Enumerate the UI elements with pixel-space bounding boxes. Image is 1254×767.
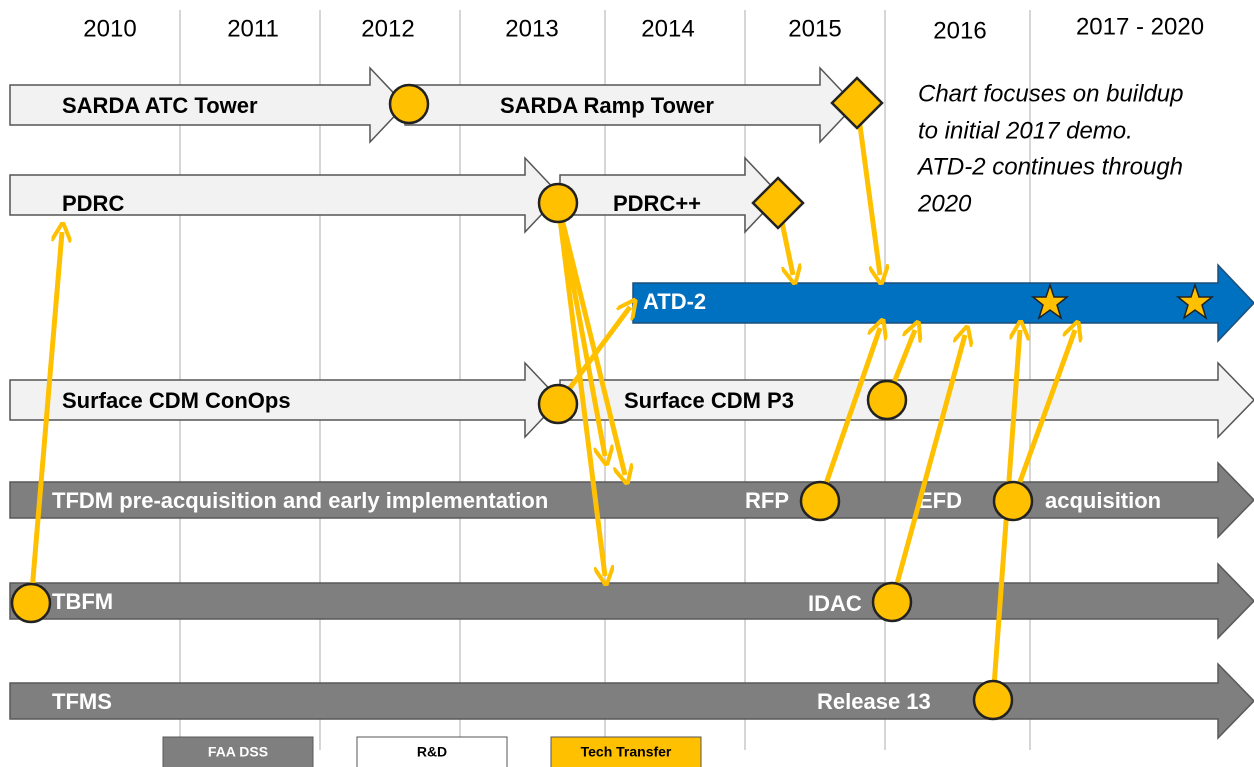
year: 2016 bbox=[933, 17, 986, 44]
note-line: Chart focuses on buildup bbox=[918, 80, 1184, 107]
track-label: SARDA ATC Tower bbox=[62, 93, 258, 118]
milestone bbox=[799, 480, 841, 522]
track-label: acquisition bbox=[1045, 488, 1161, 513]
arrow bbox=[632, 263, 1254, 343]
milestone bbox=[992, 480, 1034, 522]
track-label: Surface CDM P3 bbox=[624, 388, 794, 413]
track-label: IDAC bbox=[808, 591, 862, 616]
legend-label: Tech Transfer bbox=[581, 744, 672, 760]
milestone bbox=[537, 383, 579, 425]
year: 2017 - 2020 bbox=[1076, 13, 1204, 40]
legend: FAA DSS R&D Tech Transfer bbox=[162, 736, 702, 767]
year: 2011 bbox=[227, 15, 279, 42]
milestone bbox=[866, 379, 908, 421]
milestone bbox=[388, 83, 430, 125]
arrow bbox=[9, 662, 1254, 740]
arrow bbox=[9, 461, 1254, 539]
year: 2010 bbox=[83, 15, 136, 42]
year: 2012 bbox=[361, 15, 414, 42]
year: 2014 bbox=[641, 15, 694, 42]
track-label: TFDM pre-acquisition and early implement… bbox=[52, 488, 548, 513]
track-label: ATD-2 bbox=[643, 289, 706, 314]
milestones bbox=[10, 76, 1215, 721]
track-label: SARDA Ramp Tower bbox=[500, 93, 714, 118]
year: 2015 bbox=[788, 15, 841, 42]
track-label: RFP bbox=[745, 488, 789, 513]
year: 2013 bbox=[505, 15, 558, 42]
milestone bbox=[972, 679, 1014, 721]
tracks bbox=[9, 66, 1254, 740]
legend-swatch bbox=[356, 736, 508, 767]
track-label: TBFM bbox=[52, 589, 113, 614]
track-label: TFMS bbox=[52, 689, 112, 714]
note-line: 2020 bbox=[917, 190, 972, 217]
legend-label: R&D bbox=[417, 744, 447, 760]
track-label: EFD bbox=[918, 488, 962, 513]
note-line: ATD-2 continues through bbox=[916, 153, 1183, 180]
milestone bbox=[871, 581, 913, 623]
track-label: Release 13 bbox=[817, 689, 931, 714]
legend-swatch bbox=[550, 736, 702, 767]
arrow bbox=[9, 562, 1254, 640]
diamond bbox=[830, 76, 884, 130]
milestone bbox=[537, 182, 579, 224]
milestone bbox=[10, 582, 52, 624]
years: 2010 2011 2012 2013 2014 2015 2016 2017 … bbox=[83, 13, 1204, 44]
track-labels: SARDA ATC Tower SARDA Ramp Tower PDRC PD… bbox=[52, 93, 1161, 714]
track-label: Surface CDM ConOps bbox=[62, 388, 291, 413]
arrow bbox=[404, 66, 857, 144]
star bbox=[1030, 282, 1070, 320]
note: Chart focuses on buildup to initial 2017… bbox=[916, 80, 1184, 217]
diamond bbox=[751, 176, 805, 230]
arrow bbox=[9, 361, 562, 439]
legend-label: FAA DSS bbox=[208, 744, 268, 760]
star bbox=[1175, 282, 1215, 320]
arrow bbox=[9, 66, 407, 144]
note-line: to initial 2017 demo. bbox=[918, 117, 1133, 144]
track-label: PDRC++ bbox=[613, 191, 701, 216]
legend-swatch bbox=[162, 736, 314, 767]
track-label: PDRC bbox=[62, 191, 124, 216]
